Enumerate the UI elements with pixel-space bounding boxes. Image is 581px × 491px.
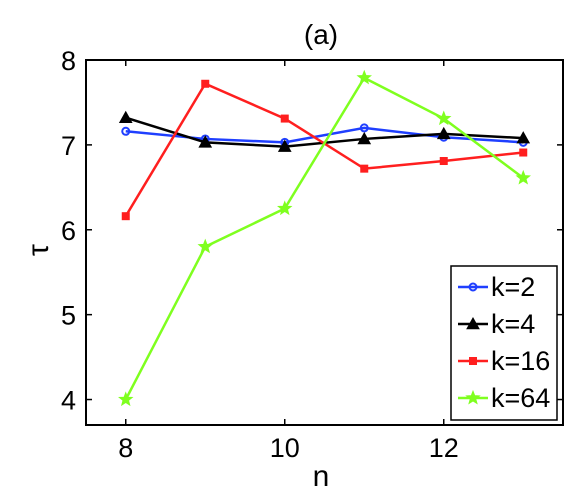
chart-title: (a) — [304, 19, 338, 50]
data-point — [360, 164, 369, 173]
y-tick-label: 7 — [61, 131, 76, 161]
data-point — [280, 114, 289, 123]
data-point — [121, 212, 130, 221]
series-line — [124, 82, 524, 217]
data-point — [121, 126, 131, 136]
legend: k=2 k=4 k=16 k=64 — [450, 265, 558, 421]
data-point — [516, 131, 531, 144]
plot-series — [118, 69, 531, 407]
y-axis-label: τ — [22, 244, 55, 256]
data-point — [519, 148, 528, 157]
legend-label: k=64 — [491, 383, 550, 413]
legend-item: k=16 — [458, 346, 550, 376]
legend-item: k=2 — [458, 272, 535, 302]
data-point — [515, 169, 531, 185]
x-tick-label: 10 — [270, 433, 300, 463]
data-point — [357, 131, 372, 145]
x-axis-label: n — [313, 460, 330, 491]
series-k=64 — [118, 69, 531, 407]
legend-item: k=4 — [458, 309, 535, 339]
data-point — [439, 157, 448, 166]
series-k=16 — [121, 79, 528, 221]
data-point — [436, 126, 451, 140]
y-tick-label: 5 — [61, 301, 76, 331]
y-tick-label: 8 — [61, 46, 76, 76]
data-point — [356, 69, 372, 85]
data-point — [118, 391, 134, 407]
legend-marker — [466, 316, 480, 330]
data-point — [436, 110, 452, 126]
data-point — [359, 123, 369, 133]
plot-frame — [85, 59, 564, 426]
y-tick-label: 4 — [61, 386, 76, 416]
series-line — [124, 76, 524, 401]
axis-ticks: 8 10 12 4 5 6 7 8 — [61, 46, 563, 463]
legend-marker — [465, 389, 481, 405]
x-tick-label: 8 — [118, 433, 133, 463]
data-point — [201, 79, 210, 88]
data-point — [118, 110, 133, 124]
legend-label: k=2 — [491, 272, 535, 302]
x-tick-label: 12 — [429, 433, 459, 463]
legend-box — [450, 265, 558, 421]
legend-label: k=16 — [491, 346, 550, 376]
legend-item: k=64 — [458, 383, 550, 413]
data-point — [197, 238, 213, 254]
y-tick-label: 6 — [61, 216, 76, 246]
data-point — [277, 200, 293, 216]
legend-marker — [468, 282, 478, 292]
data-point — [198, 135, 213, 148]
data-point — [277, 139, 292, 152]
legend-marker — [469, 357, 477, 365]
legend-label: k=4 — [491, 309, 535, 339]
